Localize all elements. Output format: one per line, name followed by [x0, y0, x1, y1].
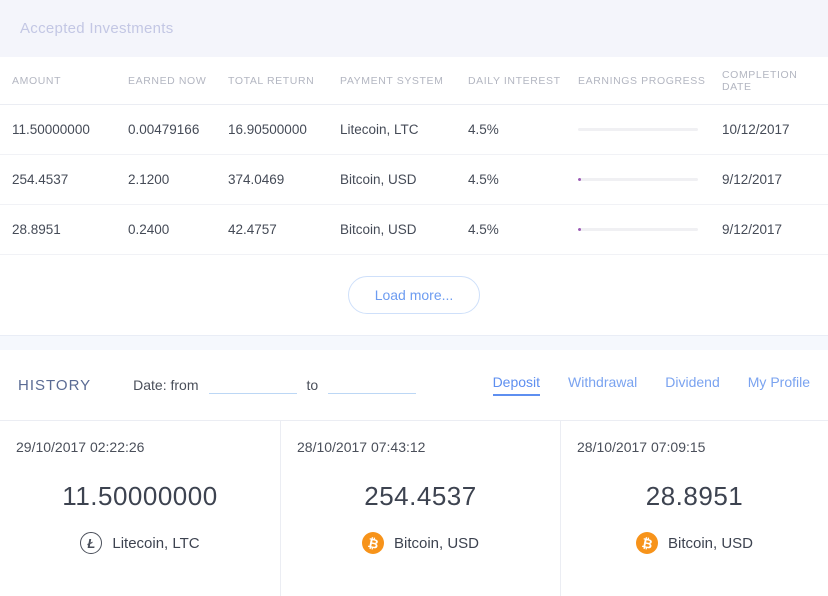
card-datetime: 28/10/2017 07:43:12 [297, 439, 426, 455]
card-amount: 11.50000000 [62, 481, 218, 511]
cell-completion-date: 9/12/2017 [722, 222, 783, 237]
cell-payment-system: Bitcoin, USD [340, 222, 417, 237]
history-header: HISTORY Date: from to Deposit Withdrawal… [0, 350, 828, 421]
table-row: 11.50000000 0.00479166 16.90500000 Litec… [0, 105, 828, 155]
cell-total-return: 374.0469 [228, 172, 285, 187]
cell-earnings-progress [566, 128, 710, 131]
accepted-investments-header: Accepted Investments [0, 0, 828, 57]
progress-bar-fill [578, 228, 581, 231]
column-header-completion-date: COMPLETION DATE [722, 68, 798, 93]
cell-daily-interest: 4.5% [468, 122, 499, 137]
cell-earned-now: 2.1200 [128, 172, 170, 187]
cell-completion-date: 10/12/2017 [722, 122, 790, 137]
column-header-earnings-progress: EARNINGS PROGRESS [578, 74, 706, 87]
card-currency-row: ₿ Bitcoin, USD [297, 532, 544, 554]
date-from-label: Date: from [133, 377, 199, 393]
history-card: 28/10/2017 07:09:15 28.8951 ₿ Bitcoin, U… [560, 421, 828, 596]
bitcoin-icon: ₿ [361, 532, 384, 554]
tab-deposit[interactable]: Deposit [492, 374, 541, 396]
bitcoin-icon: ₿ [635, 532, 658, 554]
date-filter: Date: from to [133, 376, 426, 394]
cell-amount: 254.4537 [12, 172, 69, 187]
card-currency-label: Bitcoin, USD [667, 534, 754, 552]
card-currency-label: Bitcoin, USD [393, 534, 480, 552]
card-currency-row: ₿ Bitcoin, USD [577, 532, 812, 554]
tab-my-profile[interactable]: My Profile [747, 374, 810, 390]
column-header-amount: AMOUNT [12, 74, 62, 87]
cell-earnings-progress [566, 228, 710, 231]
progress-bar [578, 178, 698, 181]
cell-amount: 11.50000000 [12, 122, 90, 137]
cell-earned-now: 0.00479166 [128, 122, 200, 137]
litecoin-icon: Ł [80, 532, 103, 554]
table-header-row: AMOUNT EARNED NOW TOTAL RETURN PAYMENT S… [0, 57, 828, 105]
progress-bar [578, 228, 698, 231]
cell-earnings-progress [566, 178, 710, 181]
section-divider [0, 335, 828, 350]
progress-bar-fill [578, 178, 581, 181]
date-from-input[interactable] [208, 376, 297, 394]
load-more-button[interactable]: Load more... [347, 276, 481, 314]
column-header-payment-system: PAYMENT SYSTEM [340, 74, 444, 87]
card-amount: 28.8951 [645, 481, 744, 511]
card-datetime: 28/10/2017 07:09:15 [577, 439, 706, 455]
card-currency-label: Litecoin, LTC [112, 534, 200, 552]
load-more-section: Load more... [0, 255, 828, 335]
date-to-label: to [306, 377, 319, 393]
card-amount: 254.4537 [364, 481, 477, 511]
table-row: 254.4537 2.1200 374.0469 Bitcoin, USD 4.… [0, 155, 828, 205]
date-to-input[interactable] [328, 376, 417, 394]
table-row: 28.8951 0.2400 42.4757 Bitcoin, USD 4.5%… [0, 205, 828, 255]
investments-table: AMOUNT EARNED NOW TOTAL RETURN PAYMENT S… [0, 57, 828, 255]
tab-dividend[interactable]: Dividend [665, 374, 720, 390]
history-card: 28/10/2017 07:43:12 254.4537 ₿ Bitcoin, … [280, 421, 560, 596]
cell-amount: 28.8951 [12, 222, 61, 237]
column-header-daily-interest: DAILY INTEREST [468, 74, 561, 87]
card-currency-row: Ł Litecoin, LTC [16, 532, 264, 554]
cell-daily-interest: 4.5% [468, 222, 499, 237]
cell-daily-interest: 4.5% [468, 172, 499, 187]
progress-bar [578, 128, 698, 131]
history-cards: 29/10/2017 02:22:26 11.50000000 Ł Liteco… [0, 421, 828, 596]
section-title: Accepted Investments [20, 20, 174, 37]
cell-earned-now: 0.2400 [128, 222, 170, 237]
cell-completion-date: 9/12/2017 [722, 172, 783, 187]
card-datetime: 29/10/2017 02:22:26 [16, 439, 145, 455]
tab-withdrawal[interactable]: Withdrawal [568, 374, 638, 390]
cell-total-return: 42.4757 [228, 222, 277, 237]
cell-payment-system: Litecoin, LTC [340, 122, 419, 137]
column-header-earned-now: EARNED NOW [128, 74, 207, 87]
column-header-total-return: TOTAL RETURN [228, 74, 315, 87]
history-title: HISTORY [18, 376, 92, 394]
cell-total-return: 16.90500000 [228, 122, 307, 137]
cell-payment-system: Bitcoin, USD [340, 172, 417, 187]
history-tabs: Deposit Withdrawal Dividend My Profile [492, 374, 810, 396]
history-card: 29/10/2017 02:22:26 11.50000000 Ł Liteco… [0, 421, 280, 596]
